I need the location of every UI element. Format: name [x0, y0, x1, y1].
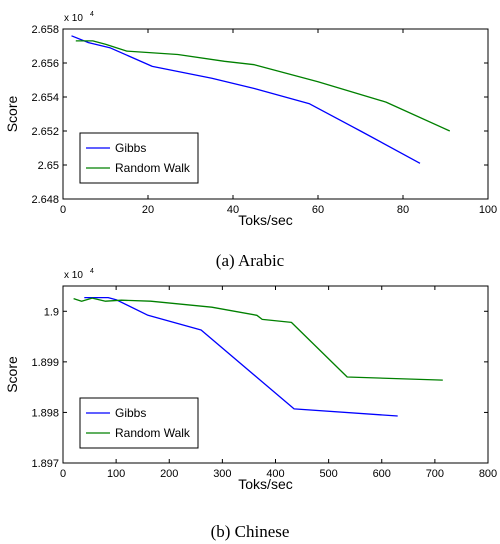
legend-label: Random Walk [115, 161, 191, 175]
x-tick-label: 100 [479, 204, 497, 216]
legend-box [79, 132, 199, 184]
x-tick-label: 200 [160, 468, 178, 480]
y-tick-label: 2.648 [31, 194, 59, 206]
figure-caption: (a) Arabic [216, 251, 285, 270]
figure-caption: (b) Chinese [211, 522, 290, 541]
y-axis-label: Score [4, 356, 20, 393]
legend: Gibbs Random Walk [79, 397, 199, 449]
x-tick-label: 500 [319, 468, 337, 480]
chart-1: 0 20 40 60 80 100 2.648 2.65 2.652 2.654 2.656 2.65… [4, 11, 497, 270]
y-tick-label: 2.658 [31, 24, 59, 36]
legend-label: Random Walk [115, 426, 191, 440]
x-axis-label: Toks/sec [238, 212, 292, 228]
x-tick-label: 80 [397, 204, 409, 216]
x-axis-label: Toks/sec [238, 476, 292, 492]
x-tick-label: 0 [60, 204, 66, 216]
y-multiplier-exponent: 4 [90, 268, 94, 275]
legend-label: Gibbs [115, 406, 146, 420]
series-line-random-walk [75, 40, 451, 132]
chart-2: 0 100 200 300 400 500 600 700 800 1.897 1.898 1.899… [4, 268, 497, 541]
x-tick-label: 800 [479, 468, 497, 480]
y-tick-label: 2.656 [31, 58, 59, 70]
y-tick-label: 1.9 [44, 306, 59, 318]
x-tick-label: 600 [373, 468, 391, 480]
y-tick-label: 2.65 [38, 160, 59, 172]
y-tick-label: 1.899 [31, 357, 59, 369]
x-tick-label: 60 [312, 204, 324, 216]
y-tick-label: 1.897 [31, 458, 59, 470]
y-multiplier-exponent: 4 [90, 11, 94, 18]
series-line-random-walk [73, 297, 443, 381]
y-tick-label: 2.654 [31, 92, 59, 104]
series-line-gibbs [71, 35, 421, 164]
y-multiplier: x 10 [64, 13, 83, 24]
x-tick-label: 300 [213, 468, 231, 480]
x-tick-label: 40 [227, 204, 239, 216]
y-multiplier: x 10 [64, 270, 83, 281]
x-tick-label: 100 [107, 468, 125, 480]
legend: Gibbs Random Walk [79, 132, 199, 184]
y-axis-label: Score [4, 96, 20, 133]
x-tick-label: 20 [142, 204, 154, 216]
x-tick-label: 400 [266, 468, 284, 480]
y-tick-label: 1.898 [31, 407, 59, 419]
x-tick-label: 700 [426, 468, 444, 480]
series-line-gibbs [84, 296, 398, 417]
legend-box [79, 397, 199, 449]
y-tick-label: 2.652 [31, 126, 59, 138]
x-tick-label: 0 [60, 468, 66, 480]
legend-label: Gibbs [115, 141, 146, 155]
